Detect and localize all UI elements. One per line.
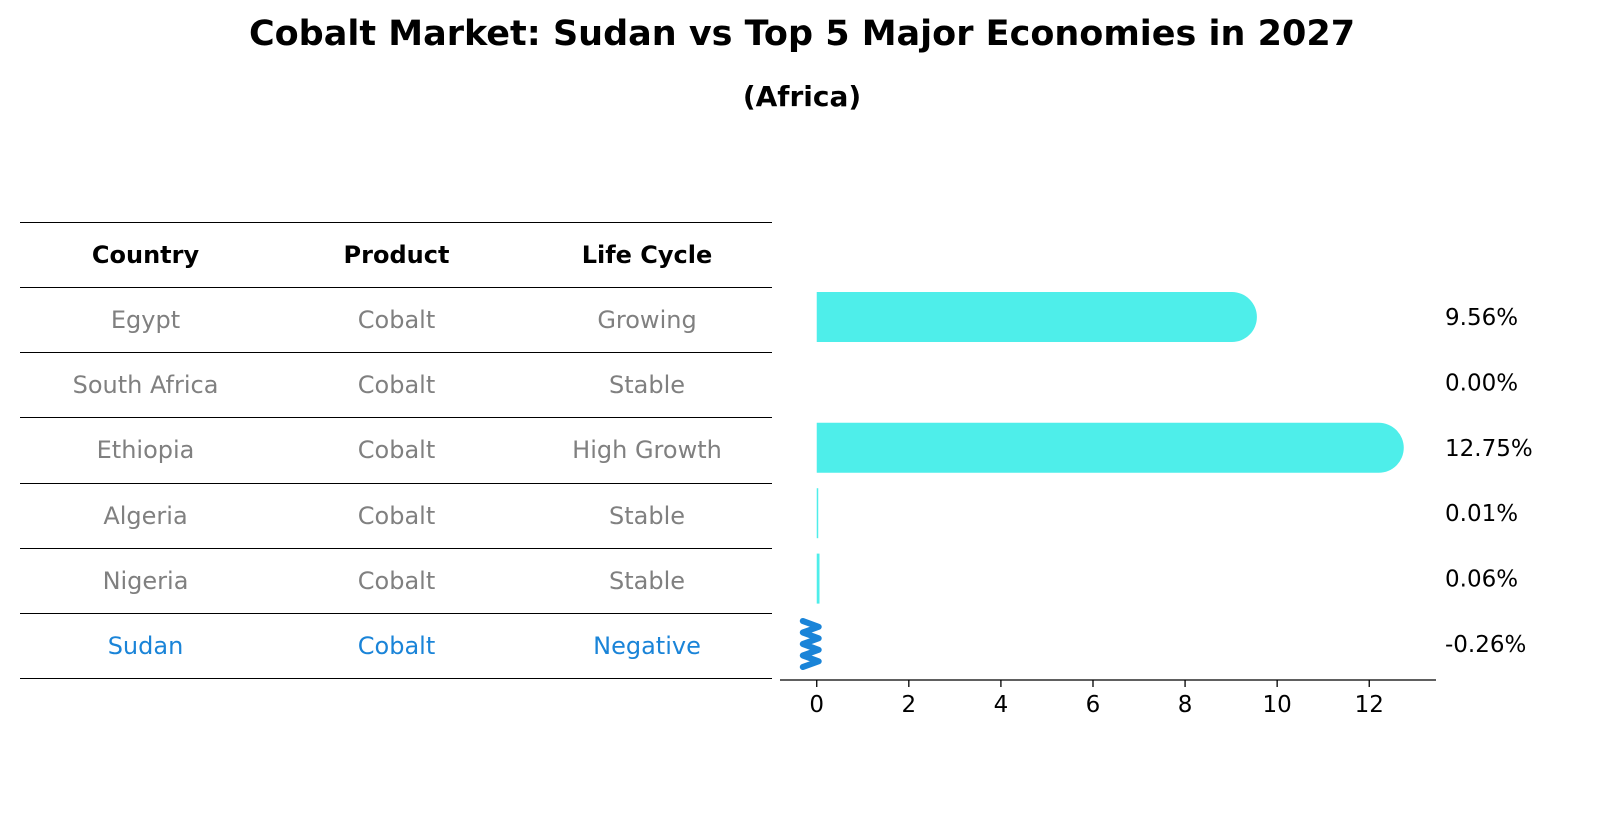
x-tick-label: 8: [1178, 692, 1193, 718]
table-row: Algeria Cobalt Stable: [20, 483, 772, 549]
table-row: Nigeria Cobalt Stable: [20, 548, 772, 614]
cell-country: Ethiopia: [96, 436, 195, 464]
cell-life-cycle: Stable: [608, 371, 686, 399]
bar-value-label: 9.56%: [1445, 305, 1518, 331]
cell-product: Cobalt: [357, 371, 436, 399]
x-tick-label: 4: [994, 692, 1009, 718]
cell-product: Cobalt: [357, 502, 436, 530]
header-product: Product: [343, 241, 450, 269]
table-rule: [20, 548, 772, 549]
table-row-highlight: Sudan Cobalt Negative: [20, 613, 772, 679]
cell-country: Algeria: [103, 502, 188, 530]
table-rule: [20, 287, 772, 288]
cell-product: Cobalt: [357, 306, 436, 334]
table-rule: [20, 417, 772, 418]
table-row: Ethiopia Cobalt High Growth: [20, 417, 772, 483]
table-rule: [20, 222, 772, 223]
x-tick-label: 10: [1263, 692, 1292, 718]
bar-value-label: 0.01%: [1445, 501, 1518, 527]
bar: [816, 292, 1257, 342]
cell-life-cycle: Stable: [608, 502, 686, 530]
header-life-cycle: Life Cycle: [581, 241, 713, 269]
cell-country: Nigeria: [102, 567, 189, 595]
cell-life-cycle: Negative: [593, 632, 701, 660]
bar-value-label: 0.00%: [1445, 370, 1518, 396]
x-tick-label: 6: [1086, 692, 1101, 718]
x-tick-label: 0: [809, 692, 824, 718]
cell-product: Cobalt: [357, 567, 436, 595]
table-rule: [20, 352, 772, 353]
cell-product: Cobalt: [357, 632, 436, 660]
chart-title: Cobalt Market: Sudan vs Top 5 Major Econ…: [248, 14, 1356, 54]
cell-country: Sudan: [107, 632, 184, 660]
bar-value-label: -0.26%: [1445, 632, 1526, 658]
bar: [816, 422, 1404, 473]
table-row: South Africa Cobalt Stable: [20, 352, 772, 418]
cell-life-cycle: Growing: [597, 306, 697, 334]
table-rule: [20, 483, 772, 484]
bar: [816, 488, 819, 539]
bar-value-label: 12.75%: [1445, 436, 1533, 462]
header-country: Country: [91, 241, 200, 269]
table-row: Egypt Cobalt Growing: [20, 287, 772, 353]
x-tick-label: 2: [902, 692, 917, 718]
cell-country: South Africa: [72, 371, 219, 399]
chart-subtitle: (Africa): [742, 80, 862, 113]
table-header-row: Country Product Life Cycle: [20, 222, 772, 288]
cell-product: Cobalt: [357, 436, 436, 464]
bar-value-label: 0.06%: [1445, 567, 1518, 593]
bar-negative-marker: [799, 618, 822, 670]
table-rule: [20, 678, 772, 679]
cell-life-cycle: Stable: [608, 567, 686, 595]
bar: [816, 553, 820, 604]
cell-life-cycle: High Growth: [572, 436, 722, 464]
bar-chart: 9.56% 0.00% 12.75% 0.01% 0.06% -0.26% 0 2 4 6 8 10 1…: [780, 292, 1533, 718]
table-rule: [20, 613, 772, 614]
cell-country: Egypt: [110, 306, 181, 334]
x-tick-label: 12: [1355, 692, 1384, 718]
